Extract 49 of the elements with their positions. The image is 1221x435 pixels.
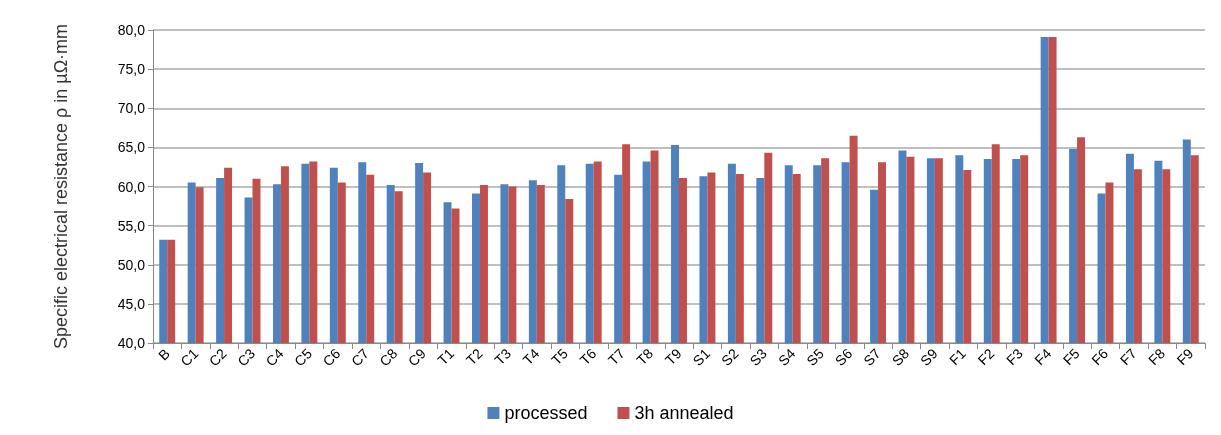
y-tick-label: 50,0 <box>117 256 146 273</box>
x-tick-label: T8 <box>633 345 657 369</box>
x-tick-label: F3 <box>1002 345 1026 369</box>
x-tick-label: C1 <box>177 345 202 370</box>
x-tick-label: B <box>154 345 173 364</box>
x-tick-label: S9 <box>917 345 941 369</box>
legend-label: 3h annealed <box>634 403 734 423</box>
x-tick-label: S4 <box>774 345 799 369</box>
x-tick-label: S8 <box>888 345 913 369</box>
x-tick-label: F8 <box>1145 345 1169 369</box>
x-tick-label: C8 <box>376 345 401 370</box>
x-tick-label: F2 <box>974 345 998 369</box>
x-tick-label: C4 <box>262 345 287 370</box>
x-tick-label: C6 <box>319 345 344 370</box>
y-tick-label: 65,0 <box>117 139 146 156</box>
legend-label: processed <box>504 403 588 423</box>
x-tick-label: F1 <box>946 345 970 369</box>
x-tick-label: S5 <box>803 345 827 369</box>
y-tick-label: 70,0 <box>117 100 146 117</box>
y-tick-label: 55,0 <box>117 217 146 234</box>
y-tick-label: 80,0 <box>117 22 146 38</box>
x-tick-label: C2 <box>205 345 230 370</box>
x-tick-label: C5 <box>291 345 316 370</box>
x-tick-label: S2 <box>718 345 742 369</box>
x-tick-label: T7 <box>604 345 628 369</box>
y-tick-label: 45,0 <box>117 295 146 312</box>
y-tick-label: 60,0 <box>117 178 146 195</box>
x-tick-label: S6 <box>831 345 856 369</box>
x-tick-label: S7 <box>860 345 884 369</box>
x-tick-label: S1 <box>689 345 714 369</box>
x-tick-label: F9 <box>1173 345 1197 369</box>
x-tick-label: F7 <box>1116 345 1140 369</box>
x-tick-label: F6 <box>1088 345 1112 369</box>
x-tick-label: T5 <box>548 345 572 369</box>
x-tick-label: T2 <box>462 345 486 369</box>
x-tick-label: F4 <box>1031 345 1055 369</box>
x-tick-label: T1 <box>434 345 458 369</box>
x-tick-label: T3 <box>491 345 515 369</box>
x-tick-label: T6 <box>576 345 600 369</box>
x-tick-label: C3 <box>234 345 259 370</box>
y-tick-label: 40,0 <box>117 335 146 351</box>
x-tick-label: S3 <box>746 345 771 369</box>
x-tick-label: F5 <box>1059 345 1083 369</box>
x-tick-label: T9 <box>661 345 685 369</box>
y-tick-label: 75,0 <box>117 61 146 78</box>
x-tick-label: C7 <box>347 345 373 370</box>
x-tick-label: C9 <box>404 345 429 370</box>
y-axis-title: Specific electrical resistance ρ in µΩ·mm <box>51 23 71 350</box>
x-tick-label: T4 <box>519 345 543 369</box>
